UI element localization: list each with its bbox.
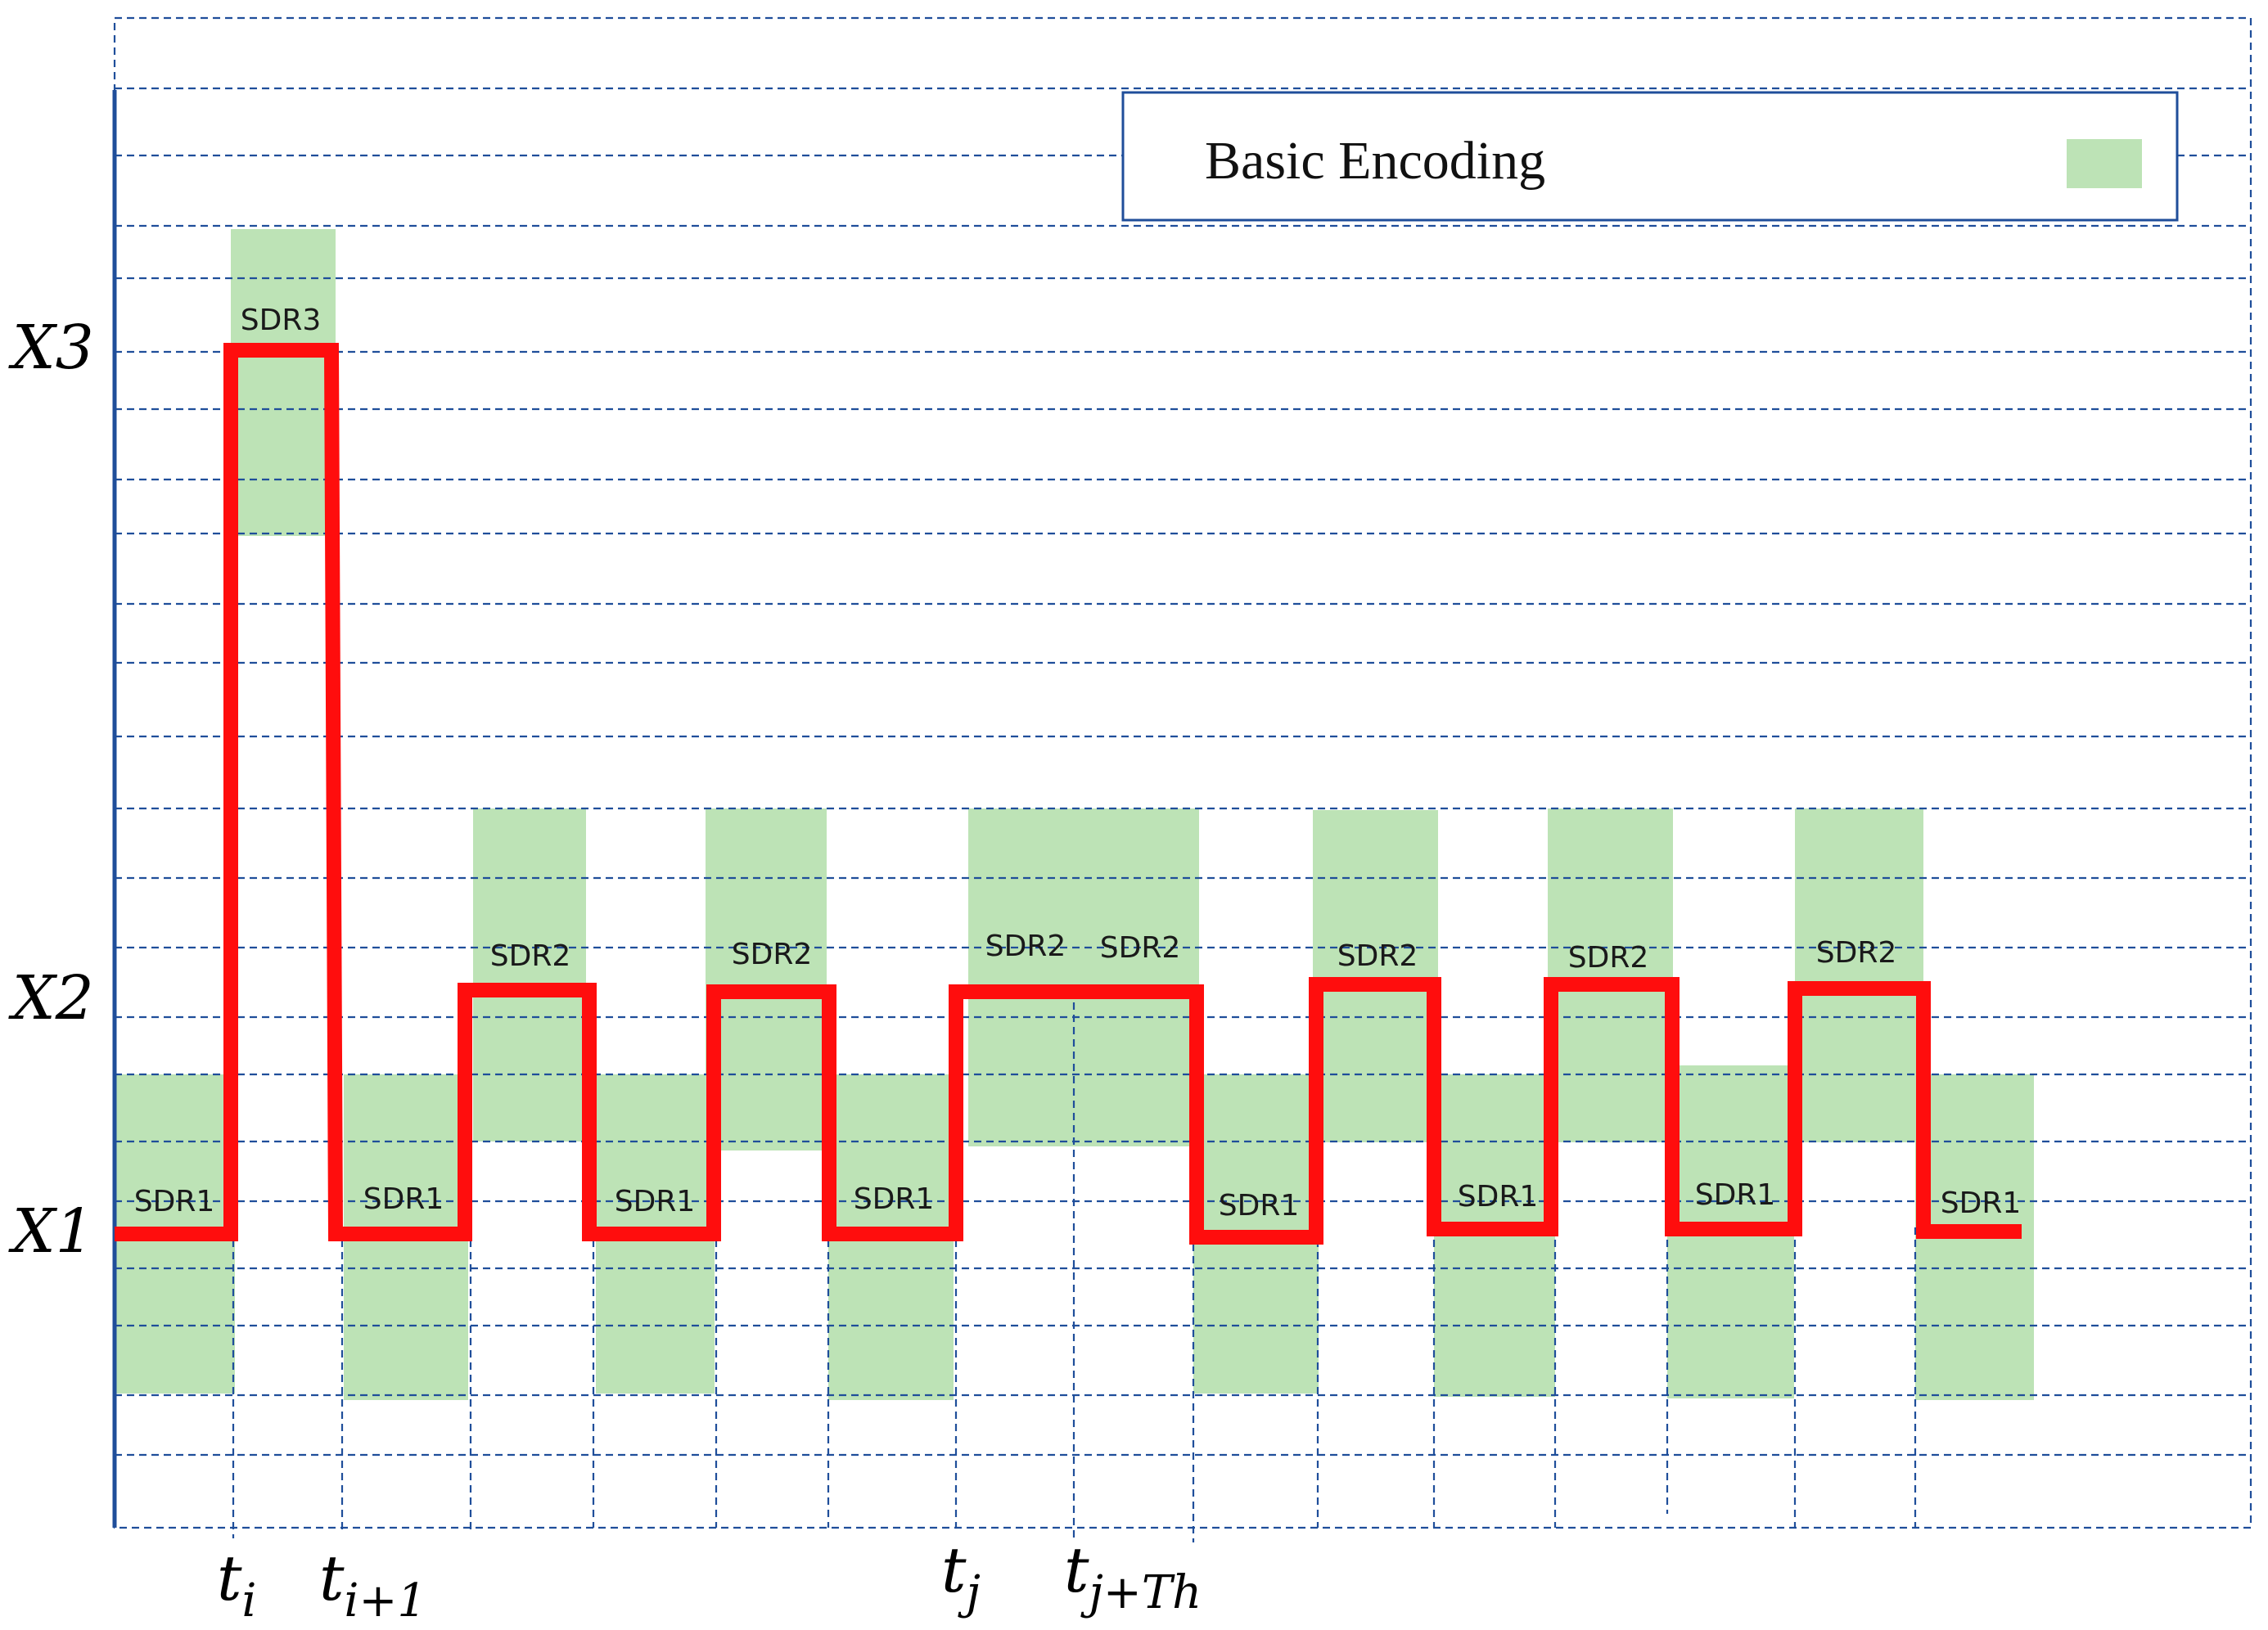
time-tick-tjth: tj+Th [1064, 1533, 1202, 1619]
level-label-x3: X3 [8, 313, 94, 383]
legend-box [1121, 91, 2179, 222]
level-label-x2: X2 [8, 963, 94, 1033]
time-tick-ti1: ti+1 [319, 1542, 426, 1628]
segment-label: SDR3 [241, 304, 322, 337]
band-sdr2-wide [968, 808, 1199, 1146]
segment-labels: SDR1 SDR3 SDR1 SDR2 SDR1 SDR2 SDR1 SDR2 … [134, 304, 2022, 1222]
time-tick-labels: ti ti+1 tj tj+Th [217, 1533, 1202, 1628]
legend-label: Basic Encoding [1205, 131, 1545, 191]
segment-label: SDR2 [1568, 941, 1649, 975]
segment-label: SDR1 [1219, 1189, 1300, 1222]
segment-label: SDR1 [1695, 1178, 1776, 1212]
segment-label: SDR2 [1337, 939, 1418, 973]
segment-label: SDR1 [854, 1182, 935, 1216]
band-sdr2 [1795, 808, 1923, 1142]
segment-label: SDR2 [732, 938, 813, 971]
horizontal-gridlines [115, 87, 2251, 1457]
band-sdr2 [1548, 808, 1673, 1142]
band-sdr2 [473, 808, 586, 1141]
signal-line [115, 343, 2022, 1245]
segment-label: SDR1 [1941, 1186, 2022, 1220]
segment-label: SDR1 [615, 1185, 696, 1218]
band-sdr2 [1313, 810, 1438, 1142]
legend: Basic Encoding [1121, 91, 2179, 222]
segment-label: SDR2 [985, 930, 1066, 963]
time-tick-ti: ti [217, 1542, 256, 1628]
segment-label: SDR1 [1458, 1180, 1539, 1213]
segment-label: SDR1 [134, 1185, 215, 1218]
time-tick-tj: tj [941, 1533, 981, 1619]
band-sdr3 [231, 229, 336, 536]
segment-label: SDR2 [490, 939, 571, 973]
band-sdr2 [706, 808, 827, 1150]
legend-swatch [2067, 139, 2142, 188]
level-label-x1: X1 [8, 1196, 94, 1267]
level-labels: X3 X2 X1 [8, 313, 94, 1267]
segment-label: SDR2 [1816, 936, 1897, 970]
vertical-gridlines [232, 990, 1917, 1542]
segment-label: SDR1 [363, 1182, 444, 1216]
segment-label: SDR2 [1100, 931, 1181, 965]
